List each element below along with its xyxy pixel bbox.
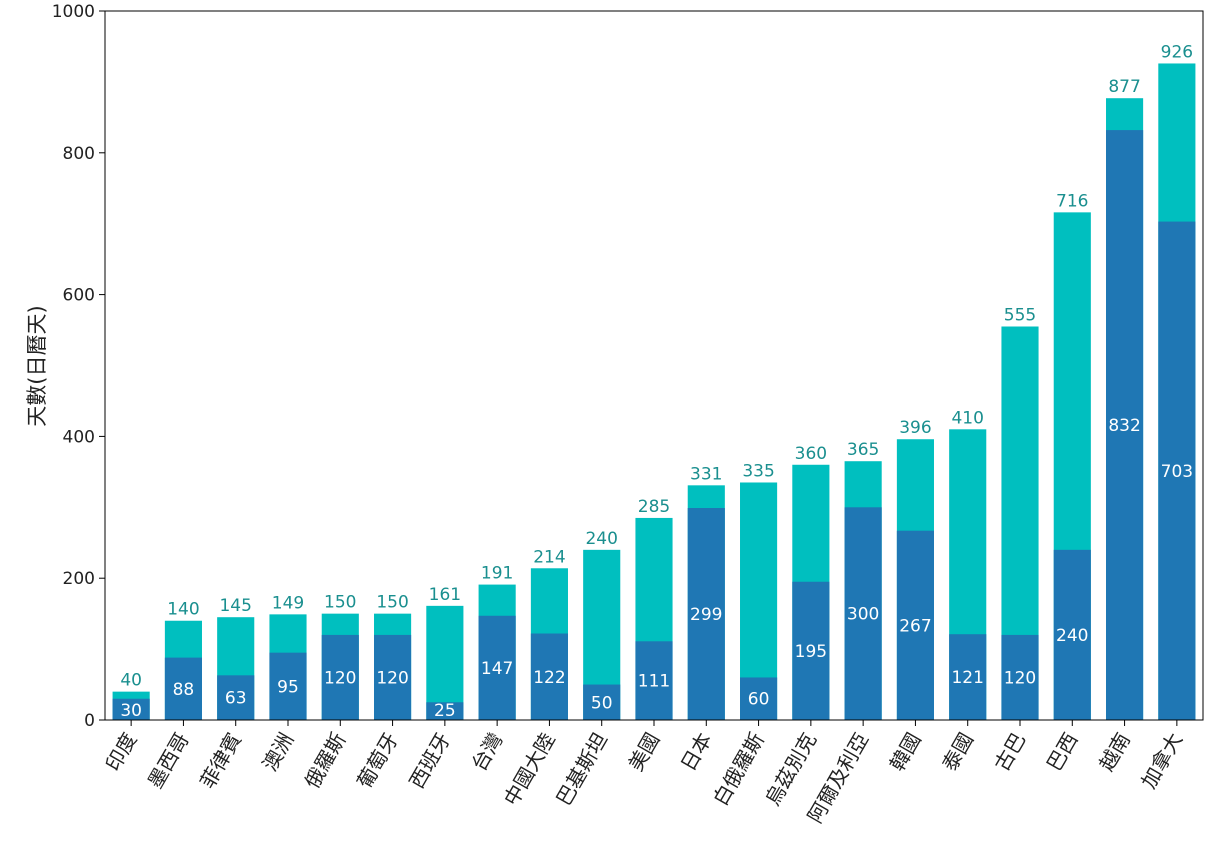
bar-base bbox=[949, 634, 987, 720]
bar-base bbox=[112, 698, 150, 720]
base-data-label: 25 bbox=[434, 701, 456, 721]
base-data-label: 111 bbox=[638, 672, 670, 692]
y-tick-label: 200 bbox=[63, 569, 95, 589]
base-data-label: 120 bbox=[1004, 668, 1036, 688]
base-data-label: 121 bbox=[951, 668, 983, 688]
x-tick-label: 古巴 bbox=[990, 729, 1031, 776]
x-tick-label: 葡萄牙 bbox=[352, 729, 403, 793]
base-data-label: 240 bbox=[1056, 626, 1088, 646]
base-data-label: 60 bbox=[748, 690, 770, 710]
bars-group bbox=[112, 63, 1196, 720]
x-tick-label: 菲律賓 bbox=[195, 729, 246, 793]
y-axis-title: 天數(日曆天) bbox=[25, 305, 49, 426]
base-data-label: 703 bbox=[1161, 462, 1193, 482]
y-tick-label: 800 bbox=[63, 144, 95, 164]
bar-base bbox=[478, 615, 516, 720]
bar-base bbox=[635, 641, 673, 720]
y-tick-label: 0 bbox=[84, 711, 95, 731]
base-data-label: 63 bbox=[225, 689, 247, 709]
x-tick-label: 台灣 bbox=[467, 729, 508, 776]
bar-base bbox=[374, 634, 412, 720]
bar-base bbox=[164, 657, 202, 720]
base-data-label: 95 bbox=[277, 677, 299, 697]
bar-base bbox=[321, 634, 359, 720]
total-data-label: 410 bbox=[951, 408, 983, 428]
x-tick-label: 加拿大 bbox=[1136, 729, 1187, 793]
bar-base bbox=[426, 702, 464, 720]
total-data-label: 145 bbox=[219, 596, 251, 616]
total-data-label: 331 bbox=[690, 464, 722, 484]
base-data-label: 120 bbox=[376, 668, 408, 688]
total-data-label: 214 bbox=[533, 547, 565, 567]
x-tick-label: 巴西 bbox=[1042, 729, 1083, 776]
total-data-label: 149 bbox=[272, 593, 304, 613]
bar-base bbox=[792, 581, 830, 720]
x-tick-label: 西班牙 bbox=[404, 729, 455, 793]
base-data-label: 122 bbox=[533, 668, 565, 688]
bar-base bbox=[269, 652, 307, 720]
x-tick-label: 日本 bbox=[676, 729, 717, 776]
x-tick-label: 泰國 bbox=[937, 729, 978, 776]
bar-base bbox=[740, 677, 778, 720]
total-data-label: 360 bbox=[795, 444, 827, 464]
total-data-label: 335 bbox=[742, 461, 774, 481]
plot-frame bbox=[104, 10, 1204, 721]
base-data-label: 88 bbox=[173, 680, 195, 700]
x-tick-label: 印度 bbox=[101, 729, 142, 776]
total-data-label: 191 bbox=[481, 564, 513, 584]
total-data-label: 926 bbox=[1161, 42, 1193, 62]
x-tick-label: 韓國 bbox=[885, 729, 926, 776]
total-data-label: 150 bbox=[376, 593, 408, 613]
total-data-label: 285 bbox=[638, 497, 670, 517]
bar-base bbox=[1001, 634, 1039, 720]
labels-group: 40 30 140 88 145 63 149 95 150 120 150 120 161 25 191 1… bbox=[120, 42, 1193, 721]
total-data-label: 240 bbox=[585, 529, 617, 549]
total-data-label: 365 bbox=[847, 440, 879, 460]
bar-base bbox=[844, 507, 882, 720]
total-data-label: 140 bbox=[167, 600, 199, 620]
x-tick-label: 墨西哥 bbox=[143, 729, 194, 793]
bar-base bbox=[1158, 221, 1196, 720]
base-data-label: 267 bbox=[899, 616, 931, 636]
bar-base bbox=[896, 530, 934, 720]
bar-base bbox=[217, 675, 255, 720]
y-tick-label: 1000 bbox=[52, 2, 95, 22]
total-data-label: 40 bbox=[120, 671, 142, 691]
total-data-label: 877 bbox=[1108, 77, 1140, 97]
base-data-label: 299 bbox=[690, 605, 722, 625]
base-data-label: 832 bbox=[1108, 416, 1140, 436]
x-tick-label: 巴基斯坦 bbox=[551, 729, 612, 810]
base-data-label: 300 bbox=[847, 605, 879, 625]
bar-base bbox=[687, 508, 725, 720]
base-data-label: 30 bbox=[120, 701, 142, 721]
base-data-label: 195 bbox=[795, 642, 827, 662]
y-tick-label: 600 bbox=[63, 286, 95, 306]
bar-base bbox=[530, 633, 568, 720]
bar-total bbox=[426, 605, 464, 720]
x-tick-label: 澳洲 bbox=[258, 729, 299, 776]
x-tick-label: 越南 bbox=[1094, 729, 1135, 776]
bar-base bbox=[583, 684, 621, 720]
base-data-label: 120 bbox=[324, 668, 356, 688]
base-data-label: 147 bbox=[481, 659, 513, 679]
x-tick-label: 美國 bbox=[624, 729, 665, 776]
y-tick-label: 400 bbox=[63, 427, 95, 447]
total-data-label: 161 bbox=[429, 585, 461, 605]
total-data-label: 396 bbox=[899, 418, 931, 438]
total-data-label: 150 bbox=[324, 593, 356, 613]
total-data-label: 716 bbox=[1056, 191, 1088, 211]
bar-base bbox=[1053, 549, 1091, 720]
x-tick-label: 俄羅斯 bbox=[300, 729, 351, 793]
base-data-label: 50 bbox=[591, 693, 613, 713]
total-data-label: 555 bbox=[1004, 306, 1036, 326]
bar-base bbox=[1106, 130, 1144, 720]
